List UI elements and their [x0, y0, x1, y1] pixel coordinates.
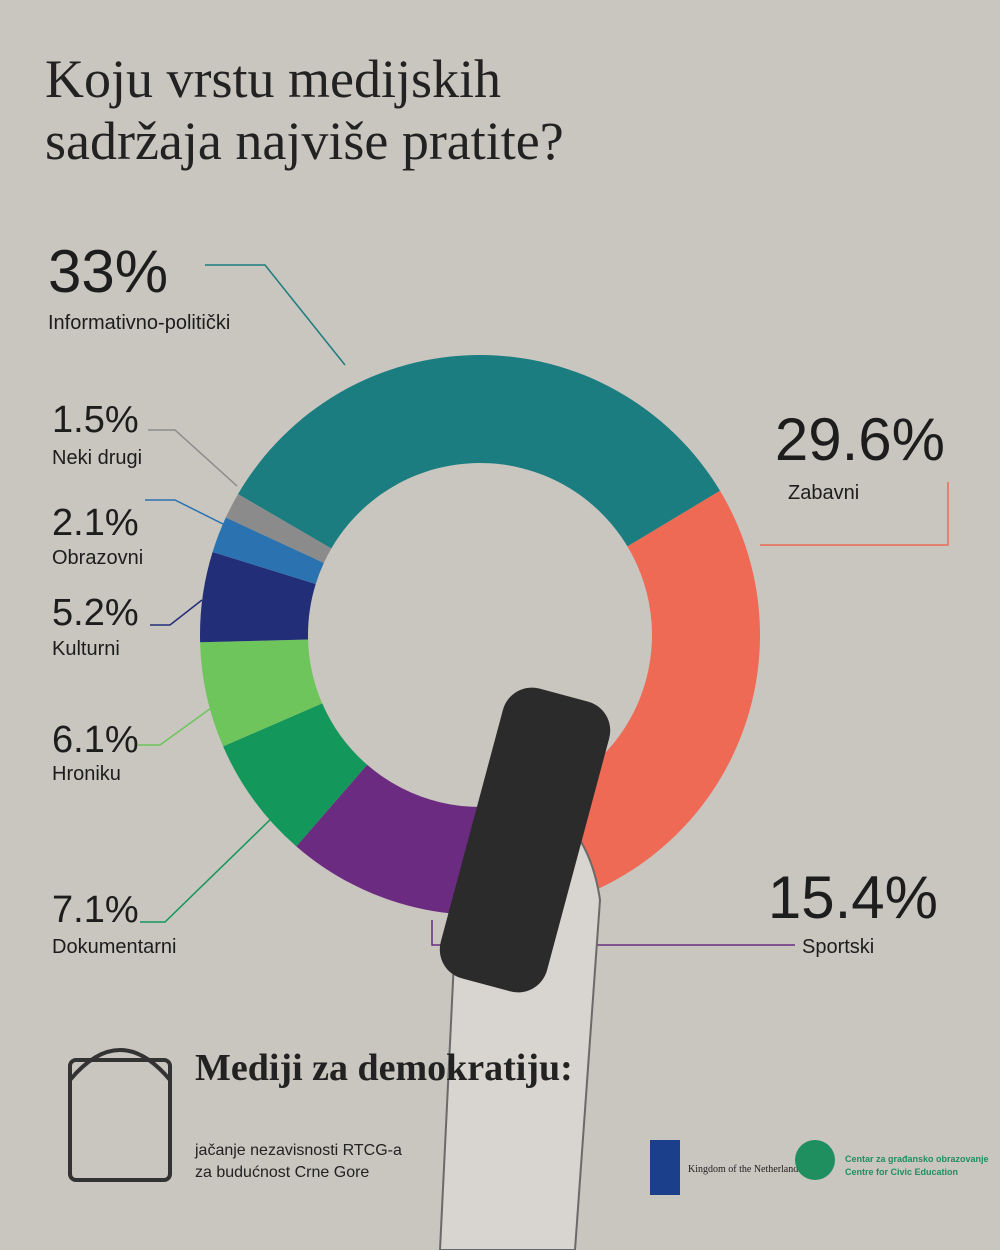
leader-line [145, 499, 226, 526]
donut-slice [200, 552, 316, 643]
partner-name: Centre for Civic Education [845, 1167, 958, 1177]
category-label: Informativno-politički [48, 312, 230, 334]
logo-cgo [795, 1140, 835, 1180]
value-label: 2.1% [52, 502, 139, 544]
category-label: Sportski [802, 936, 874, 958]
project-title: Mediji za demokratiju: [195, 1047, 573, 1089]
value-label: 7.1% [52, 889, 139, 931]
value-label: 15.4% [768, 864, 938, 931]
project-subtitle: za budućnost Crne Gore [195, 1164, 369, 1181]
chart-title: Koju vrstu medijskih sadržaja najviše pr… [45, 49, 564, 171]
value-label: 1.5% [52, 399, 139, 441]
category-label: Neki drugi [52, 447, 142, 469]
value-label: 5.2% [52, 592, 139, 634]
logo-nl [650, 1140, 680, 1195]
partner-name: Centar za građansko obrazovanje [845, 1154, 989, 1164]
donut-slice [200, 639, 323, 747]
category-label: Dokumentarni [52, 936, 177, 958]
category-label: Zabavni [788, 482, 859, 504]
donut-slice [238, 354, 721, 549]
leader-line [140, 814, 276, 923]
category-label: Kulturni [52, 638, 120, 660]
partner-name: Kingdom of the Netherlands [688, 1164, 802, 1175]
category-label: Hroniku [52, 763, 121, 785]
donut-slice [223, 703, 368, 847]
donut-slice [212, 517, 324, 585]
project-subtitle: jačanje nezavisnosti RTCG-a [194, 1142, 402, 1159]
leader-line [760, 482, 949, 546]
leader-line [431, 920, 795, 946]
value-label: 6.1% [52, 719, 139, 761]
leader-line [150, 599, 203, 626]
value-label: 33% [48, 238, 168, 305]
remote-decoration [68, 687, 611, 1250]
category-label: Obrazovni [52, 547, 143, 569]
leader-line [148, 429, 238, 487]
donut-slice [225, 494, 332, 563]
value-label: 29.6% [775, 406, 945, 473]
leader-line [205, 264, 346, 366]
leader-line [138, 702, 219, 746]
